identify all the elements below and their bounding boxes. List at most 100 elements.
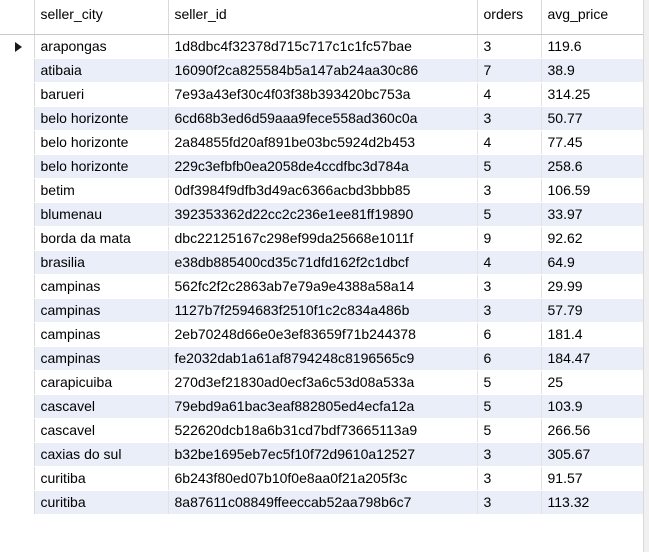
table-row[interactable]: cascavel 79ebd9a61bac3eaf882805ed4ecfa12a… (0, 394, 644, 419)
avg-price-cell[interactable]: 38.9 (541, 58, 644, 83)
orders-cell[interactable]: 6 (477, 346, 542, 371)
row-indicator[interactable] (0, 322, 35, 347)
avg-price-cell[interactable]: 305.67 (541, 442, 644, 467)
table-row[interactable]: belo horizonte 229c3efbfb0ea2058de4ccdfbc… (0, 154, 644, 179)
avg-price-cell[interactable]: 106.59 (541, 178, 644, 203)
avg-price-cell[interactable]: 103.9 (541, 394, 644, 419)
table-row[interactable]: caxias do sul b32be1695eb7ec5f10f72d9610a… (0, 442, 644, 467)
table-row[interactable]: barueri 7e93a43ef30c4f03f38b393420bc753a 4… (0, 82, 644, 107)
seller-id-cell[interactable]: 392353362d22cc2c236e1ee81ff19890 (168, 202, 478, 227)
seller-city-cell[interactable]: arapongas (34, 34, 169, 59)
table-row[interactable]: curitiba 8a87611c08849ffeeccab52aa798b6c7… (0, 490, 644, 515)
orders-cell[interactable]: 3 (477, 490, 542, 515)
table-row[interactable]: cascavel 522620dcb18a6b31cd7bdf73665113a9… (0, 418, 644, 443)
seller-id-cell[interactable]: 6cd68b3ed6d59aaa9fece558ad360c0a (168, 106, 478, 131)
orders-cell[interactable]: 3 (477, 34, 542, 59)
row-indicator[interactable] (0, 154, 35, 179)
avg-price-cell[interactable]: 184.47 (541, 346, 644, 371)
avg-price-cell[interactable]: 64.9 (541, 250, 644, 275)
seller-city-cell[interactable]: caxias do sul (34, 442, 169, 467)
seller-id-cell[interactable]: 2eb70248d66e0e3ef83659f71b244378 (168, 322, 478, 347)
column-header-seller-id[interactable]: seller_id (168, 0, 478, 35)
row-indicator[interactable] (0, 226, 35, 251)
row-indicator[interactable] (0, 178, 35, 203)
seller-city-cell[interactable]: blumenau (34, 202, 169, 227)
orders-cell[interactable]: 5 (477, 370, 542, 395)
orders-cell[interactable]: 5 (477, 418, 542, 443)
table-row[interactable]: brasilia e38db885400cd35c71dfd162f2c1dbcf… (0, 250, 644, 275)
row-indicator[interactable] (0, 130, 35, 155)
orders-cell[interactable]: 3 (477, 106, 542, 131)
column-header-avg-price[interactable]: avg_price (541, 0, 644, 35)
row-indicator[interactable] (0, 298, 35, 323)
table-row[interactable]: campinas 2eb70248d66e0e3ef83659f71b244378… (0, 322, 644, 347)
seller-city-cell[interactable]: belo horizonte (34, 154, 169, 179)
row-indicator[interactable] (0, 274, 35, 299)
row-indicator[interactable] (0, 418, 35, 443)
seller-id-cell[interactable]: dbc22125167c298ef99da25668e1011f (168, 226, 478, 251)
avg-price-cell[interactable]: 113.32 (541, 490, 644, 515)
seller-city-cell[interactable]: belo horizonte (34, 130, 169, 155)
table-row[interactable]: borda da mata dbc22125167c298ef99da25668e… (0, 226, 644, 251)
seller-city-cell[interactable]: campinas (34, 274, 169, 299)
table-row[interactable]: arapongas 1d8dbc4f32378d715c717c1c1fc57ba… (0, 34, 644, 59)
avg-price-cell[interactable]: 50.77 (541, 106, 644, 131)
seller-city-cell[interactable]: atibaia (34, 58, 169, 83)
seller-city-cell[interactable]: campinas (34, 346, 169, 371)
row-indicator[interactable] (0, 106, 35, 131)
seller-city-cell[interactable]: carapicuiba (34, 370, 169, 395)
avg-price-cell[interactable]: 314.25 (541, 82, 644, 107)
seller-city-cell[interactable]: cascavel (34, 418, 169, 443)
avg-price-cell[interactable]: 119.6 (541, 34, 644, 59)
orders-cell[interactable]: 4 (477, 250, 542, 275)
table-row[interactable]: atibaia 16090f2ca825584b5a147ab24aa30c86 7… (0, 58, 644, 83)
seller-id-cell[interactable]: e38db885400cd35c71dfd162f2c1dbcf (168, 250, 478, 275)
row-indicator[interactable] (0, 370, 35, 395)
row-indicator[interactable] (0, 466, 35, 491)
seller-city-cell[interactable]: curitiba (34, 466, 169, 491)
table-row[interactable]: curitiba 6b243f80ed07b10f0e8aa0f21a205f3c… (0, 466, 644, 491)
table-row[interactable]: campinas 1127b7f2594683f2510f1c2c834a486b… (0, 298, 644, 323)
table-row[interactable]: belo horizonte 6cd68b3ed6d59aaa9fece558ad… (0, 106, 644, 131)
seller-city-cell[interactable]: campinas (34, 298, 169, 323)
row-indicator[interactable] (0, 58, 35, 83)
orders-cell[interactable]: 6 (477, 322, 542, 347)
orders-cell[interactable]: 5 (477, 202, 542, 227)
column-header-orders[interactable]: orders (477, 0, 542, 35)
avg-price-cell[interactable]: 25 (541, 370, 644, 395)
seller-id-cell[interactable]: fe2032dab1a61af8794248c8196565c9 (168, 346, 478, 371)
row-indicator[interactable] (0, 82, 35, 107)
orders-cell[interactable]: 4 (477, 130, 542, 155)
orders-cell[interactable]: 3 (477, 178, 542, 203)
seller-id-cell[interactable]: 1127b7f2594683f2510f1c2c834a486b (168, 298, 478, 323)
avg-price-cell[interactable]: 181.4 (541, 322, 644, 347)
seller-id-cell[interactable]: 270d3ef21830ad0ecf3a6c53d08a533a (168, 370, 478, 395)
orders-cell[interactable]: 9 (477, 226, 542, 251)
orders-cell[interactable]: 4 (477, 82, 542, 107)
orders-cell[interactable]: 3 (477, 466, 542, 491)
table-row[interactable]: campinas fe2032dab1a61af8794248c8196565c9… (0, 346, 644, 371)
orders-cell[interactable]: 5 (477, 154, 542, 179)
avg-price-cell[interactable]: 266.56 (541, 418, 644, 443)
table-row[interactable]: belo horizonte 2a84855fd20af891be03bc5924… (0, 130, 644, 155)
seller-id-cell[interactable]: 6b243f80ed07b10f0e8aa0f21a205f3c (168, 466, 478, 491)
table-row[interactable]: campinas 562fc2f2c2863ab7e79a9e4388a58a14… (0, 274, 644, 299)
seller-id-cell[interactable]: 16090f2ca825584b5a147ab24aa30c86 (168, 58, 478, 83)
row-indicator[interactable] (0, 34, 35, 59)
row-indicator[interactable] (0, 250, 35, 275)
seller-city-cell[interactable]: cascavel (34, 394, 169, 419)
orders-cell[interactable]: 3 (477, 442, 542, 467)
seller-city-cell[interactable]: borda da mata (34, 226, 169, 251)
column-header-seller-city[interactable]: seller_city (34, 0, 169, 35)
table-row[interactable]: blumenau 392353362d22cc2c236e1ee81ff19890… (0, 202, 644, 227)
orders-cell[interactable]: 7 (477, 58, 542, 83)
row-indicator[interactable] (0, 346, 35, 371)
seller-id-cell[interactable]: b32be1695eb7ec5f10f72d9610a12527 (168, 442, 478, 467)
avg-price-cell[interactable]: 258.6 (541, 154, 644, 179)
orders-cell[interactable]: 3 (477, 298, 542, 323)
seller-id-cell[interactable]: 229c3efbfb0ea2058de4ccdfbc3d784a (168, 154, 478, 179)
avg-price-cell[interactable]: 29.99 (541, 274, 644, 299)
avg-price-cell[interactable]: 91.57 (541, 466, 644, 491)
seller-id-cell[interactable]: 2a84855fd20af891be03bc5924d2b453 (168, 130, 478, 155)
row-indicator[interactable] (0, 442, 35, 467)
